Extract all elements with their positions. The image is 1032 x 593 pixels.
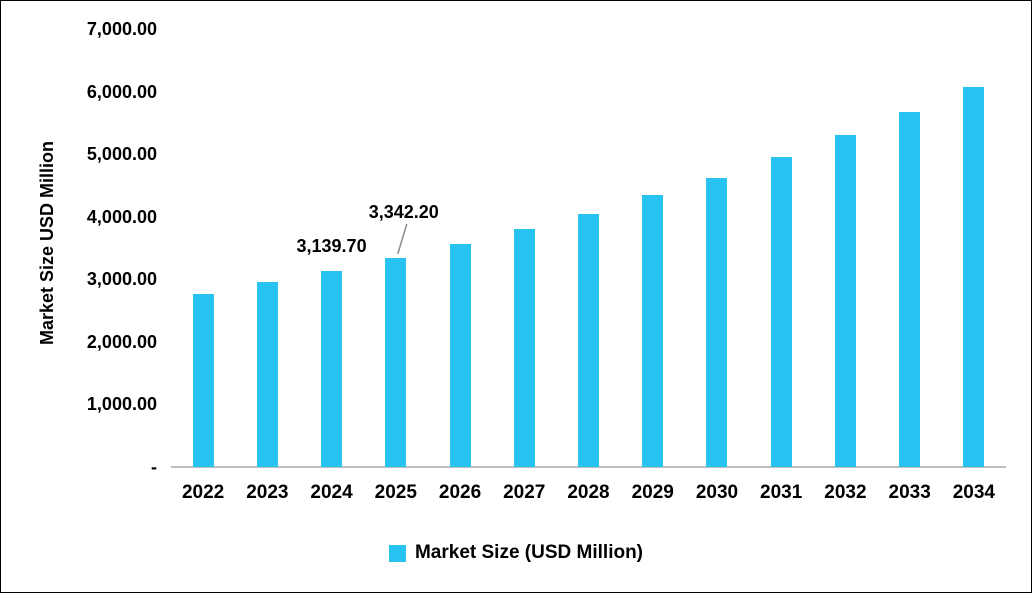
x-tick-label: 2023: [246, 482, 289, 503]
x-tick-label: 2024: [310, 482, 353, 503]
x-tick-label: 2030: [695, 482, 739, 503]
y-tick-label: 6,000.00: [86, 81, 157, 102]
x-tick-label: 2022: [181, 482, 225, 503]
bar-2025: [385, 257, 407, 467]
bar-2030: [706, 177, 728, 467]
y-tick-label: 1,000.00: [86, 394, 157, 415]
bar-2024: [321, 270, 343, 467]
data-label-2024: 3,139.70: [296, 235, 367, 256]
bar-2023: [256, 282, 278, 467]
x-tick-label: 2025: [374, 482, 417, 503]
x-tick-label: 2027: [503, 482, 546, 503]
bar-2027: [513, 229, 535, 467]
bar-2031: [770, 157, 792, 467]
bar-2022: [192, 293, 214, 467]
x-axis-line: [171, 466, 1006, 468]
x-tick-label: 2028: [567, 482, 610, 503]
bar-2033: [899, 112, 921, 467]
bar-2029: [642, 195, 664, 467]
x-tick-label: 2032: [824, 482, 867, 503]
x-tick-label: 2033: [888, 482, 931, 503]
legend-label: Market Size (USD Million): [414, 542, 644, 563]
bar-2032: [834, 135, 856, 467]
bar-2034: [963, 87, 985, 467]
x-tick-label: 2031: [760, 482, 803, 503]
data-label-2025: 3,342.20: [368, 201, 439, 222]
y-tick-label: 7,000.00: [86, 19, 157, 39]
x-tick-label: 2026: [438, 482, 482, 503]
y-tick-label: 4,000.00: [86, 206, 157, 227]
x-tick-label: 2029: [631, 482, 674, 503]
x-tick-label: 2034: [952, 482, 996, 503]
y-tick-label: 2,000.00: [86, 331, 157, 352]
legend: Market Size (USD Million): [1, 539, 1031, 567]
y-tick-label: -: [151, 457, 157, 477]
legend-swatch: [388, 544, 406, 562]
y-tick-label: 5,000.00: [86, 144, 157, 165]
y-tick-label: 3,000.00: [86, 269, 157, 290]
bar-2028: [578, 213, 599, 467]
bar-2026: [449, 244, 471, 467]
